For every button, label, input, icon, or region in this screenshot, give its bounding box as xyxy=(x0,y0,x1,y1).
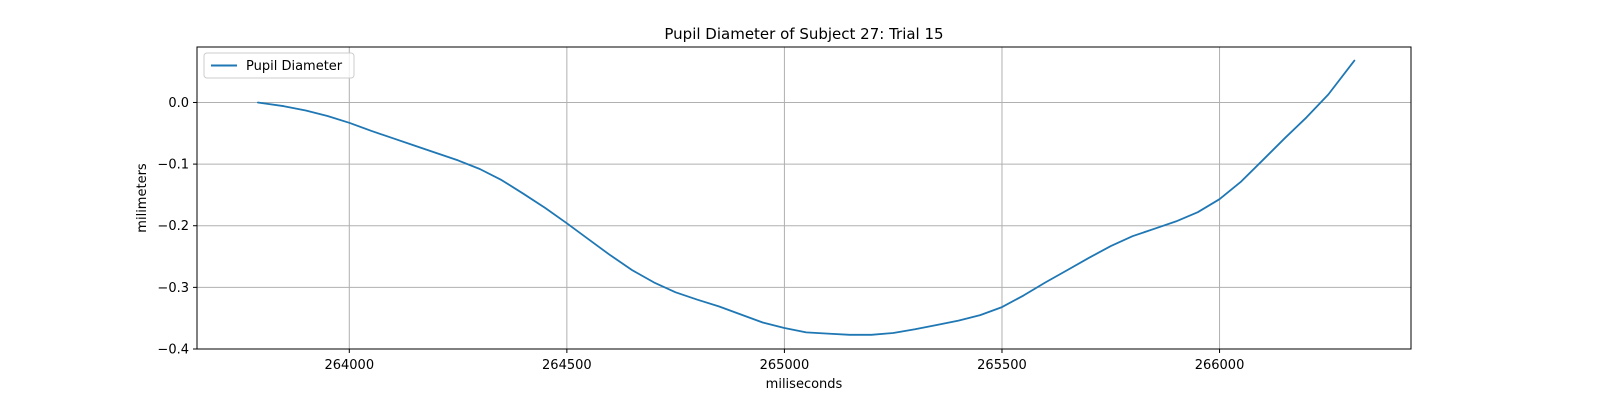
legend-box xyxy=(203,52,355,79)
y-axis-label: milimeters xyxy=(135,163,150,233)
y-tick-label: −0.2 xyxy=(157,219,189,234)
x-tick-label: 265000 xyxy=(760,358,810,373)
line-layer xyxy=(256,59,1356,336)
y-tick-label: −0.1 xyxy=(157,158,189,173)
legend-label-pupil-diameter: Pupil Diameter xyxy=(246,59,343,74)
y-tick-label: 0.0 xyxy=(168,96,189,111)
x-tick-label: 264500 xyxy=(542,358,592,373)
chart-title: Pupil Diameter of Subject 27: Trial 15 xyxy=(664,25,943,43)
legend: Pupil Diameter xyxy=(203,52,355,79)
x-axis-label: miliseconds xyxy=(766,377,843,392)
grid-layer xyxy=(197,47,1411,350)
y-tick-label: −0.4 xyxy=(157,343,189,358)
tick-layer: 264000 264500 265000 265500 266000 0.0 −0.1 −0.… xyxy=(157,96,1244,373)
x-tick-label: 266000 xyxy=(1195,358,1245,373)
y-tick-label: −0.3 xyxy=(157,281,189,296)
plot-frame xyxy=(196,46,1412,350)
x-tick-label: 264000 xyxy=(324,358,374,373)
x-tick-label: 265500 xyxy=(977,358,1027,373)
series-line-pupil-diameter xyxy=(256,59,1356,336)
